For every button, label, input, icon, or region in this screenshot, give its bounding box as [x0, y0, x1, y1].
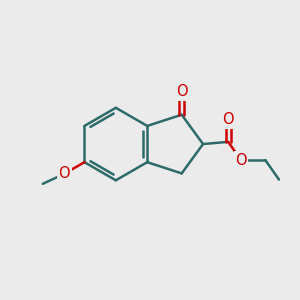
Text: O: O: [176, 84, 188, 99]
Text: O: O: [58, 166, 70, 181]
Text: O: O: [222, 112, 234, 127]
Text: O: O: [235, 153, 247, 168]
